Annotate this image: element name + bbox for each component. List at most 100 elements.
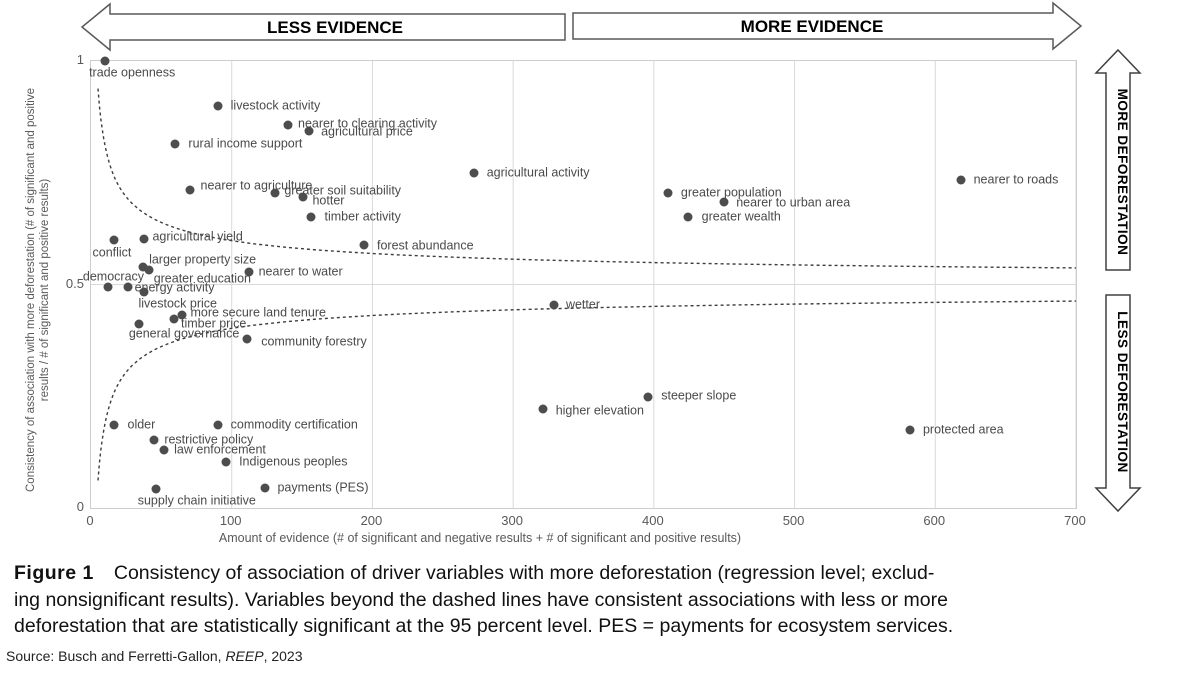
point-label: commodity certification <box>230 417 358 432</box>
point-label: restrictive policy <box>164 432 254 447</box>
data-point <box>144 265 154 275</box>
point-label: Indigenous peoples <box>239 454 348 469</box>
y-tick-label: 0 <box>76 499 84 514</box>
deforestation-scatter-chart: LESS EVIDENCE MORE EVIDENCE MORE DEFORES… <box>25 1 1142 545</box>
data-point <box>151 484 161 494</box>
point-label: democracy <box>82 269 145 284</box>
point-label: law enforcement <box>174 442 266 457</box>
point-label: nearer to urban area <box>736 195 851 210</box>
data-point <box>134 319 144 329</box>
data-point <box>538 404 548 414</box>
point-label: timber price <box>181 316 247 331</box>
less-deforestation-arrow <box>1094 294 1142 513</box>
data-point <box>719 197 729 207</box>
data-point <box>663 188 673 198</box>
point-label: greater education <box>153 271 251 286</box>
data-point <box>221 457 231 467</box>
gridlines-and-significance-bounds <box>91 61 1076 508</box>
x-tick-label: 0 <box>86 513 94 528</box>
point-label: more secure land tenure <box>190 305 326 320</box>
x-tick-label: 200 <box>360 513 383 528</box>
source-prefix: Source: Busch and Ferretti-Gallon, <box>6 648 226 664</box>
point-label: supply chain initiative <box>137 493 256 508</box>
data-point <box>185 185 194 195</box>
figure-number: Figure 1 <box>14 562 94 584</box>
data-point <box>169 314 179 324</box>
more-evidence-label: MORE EVIDENCE <box>741 17 884 36</box>
point-label: livestock activity <box>230 98 321 113</box>
caption-line-2: ing nonsignificant results). Variables b… <box>14 588 948 611</box>
lower-significance-bound <box>97 300 1076 481</box>
data-point <box>138 262 148 272</box>
x-tick-label: 700 <box>1064 513 1086 528</box>
x-axis-title: Amount of evidence (# of significant and… <box>218 531 742 545</box>
y-axis-title-line1: Consistency of association with more def… <box>25 88 37 492</box>
x-tick-label: 100 <box>219 513 242 528</box>
point-label: trade openness <box>89 65 176 80</box>
point-label: conflict <box>92 245 132 260</box>
more-evidence-arrow <box>572 1 1083 51</box>
y-tick-label: 0.5 <box>65 275 84 291</box>
data-point <box>100 56 110 66</box>
data-point <box>123 282 133 292</box>
data-point <box>213 101 223 111</box>
data-point <box>213 420 223 430</box>
point-label: payments (PES) <box>277 480 369 495</box>
data-point <box>170 139 180 149</box>
data-point <box>242 334 252 344</box>
point-label: higher elevation <box>555 403 644 418</box>
data-point <box>159 445 169 455</box>
arrow-decorations: LESS EVIDENCE MORE EVIDENCE MORE DEFORES… <box>80 1 1142 513</box>
data-point <box>549 300 559 310</box>
point-label: energy activity <box>134 280 215 295</box>
point-label: community forestry <box>261 334 367 349</box>
data-point <box>260 483 270 493</box>
point-label: agricultural price <box>321 124 413 139</box>
more-deforestation-arrow <box>1094 48 1142 271</box>
point-label: nearer to agriculture <box>200 178 313 193</box>
x-tick-label: 600 <box>923 513 946 528</box>
data-point <box>283 120 293 130</box>
data-point <box>643 392 653 402</box>
point-label: greater wealth <box>701 209 781 224</box>
data-point <box>149 435 159 445</box>
point-label: wetter <box>565 297 600 312</box>
less-deforestation-label: LESS DEFORESTATION <box>1115 311 1130 473</box>
data-point <box>109 420 118 430</box>
data-point <box>298 192 308 202</box>
point-label: older <box>127 417 156 432</box>
data-point <box>270 188 280 198</box>
point-label: steeper slope <box>661 388 737 403</box>
data-point <box>139 287 149 297</box>
point-label: rural income support <box>188 136 303 151</box>
caption-line-3: deforestation that are statistically sig… <box>14 615 954 637</box>
point-label: greater population <box>680 185 782 200</box>
point-label: nearer to water <box>258 264 343 279</box>
point-label: nearer to roads <box>973 172 1059 187</box>
data-point <box>469 168 479 178</box>
point-label: agricultural activity <box>486 165 590 180</box>
point-label: livestock price <box>138 296 217 311</box>
data-point <box>244 267 254 277</box>
point-label: timber activity <box>324 209 401 224</box>
figure-caption: Figure 1 Consistency of association of dr… <box>14 560 1194 640</box>
point-label: larger property size <box>149 252 257 267</box>
point-label: hotter <box>312 193 345 208</box>
caption-line-1: Consistency of association of driver var… <box>113 562 935 584</box>
point-label: nearer to clearing activity <box>298 116 437 131</box>
y-tick-label: 1 <box>76 52 84 67</box>
source-journal: REEP <box>225 648 264 664</box>
data-point <box>306 212 315 222</box>
source-line: Source: Busch and Ferretti-Gallon, REEP,… <box>6 648 806 664</box>
source-suffix: , 2023 <box>263 648 303 664</box>
x-tick-label: 500 <box>782 513 805 528</box>
data-point <box>956 175 966 185</box>
point-label: general governance <box>128 326 240 341</box>
point-label: greater soil suitability <box>284 183 402 198</box>
less-evidence-arrow <box>80 2 566 52</box>
data-point <box>139 234 149 244</box>
x-tick-label: 400 <box>641 513 664 528</box>
more-deforestation-label: MORE DEFORESTATION <box>1115 89 1130 256</box>
x-tick-label: 300 <box>501 513 523 528</box>
data-point <box>683 212 693 222</box>
